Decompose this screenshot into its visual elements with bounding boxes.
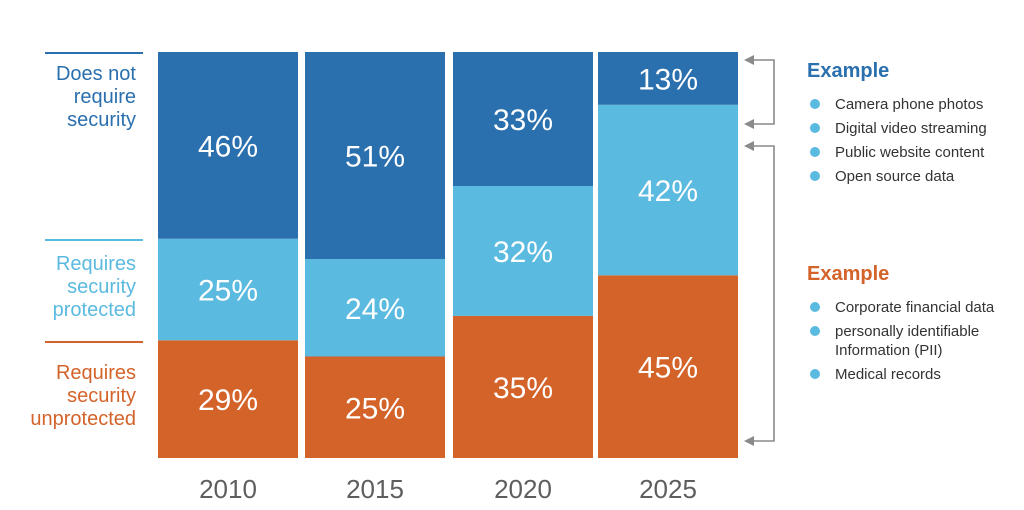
- row-rule-unprotected: [45, 341, 143, 343]
- value-label-2010-0: 29%: [198, 384, 258, 417]
- bullet-dot-icon: [810, 171, 820, 181]
- row-rule-not-required: [45, 52, 143, 54]
- value-label-2025-2: 13%: [638, 63, 698, 96]
- value-label-2020-1: 32%: [493, 236, 553, 269]
- value-label-2025-1: 42%: [638, 175, 698, 208]
- bar-segment-2010-2: [158, 52, 298, 239]
- bullet-dot-icon: [810, 123, 820, 133]
- bar-segment-2010-1: [158, 238, 298, 341]
- value-label-2010-1: 25%: [198, 275, 258, 308]
- value-label-2015-2: 51%: [345, 141, 405, 174]
- bar-segment-2015-0: [305, 356, 445, 458]
- row-label-line: security: [67, 109, 136, 131]
- bar-segment-2015-2: [305, 52, 445, 260]
- value-label-2020-2: 33%: [493, 104, 553, 137]
- example-panel-bottom: Example Corporate financial data persona…: [805, 263, 1020, 389]
- example-item-text: Open source data: [835, 168, 955, 185]
- row-label-line: security: [67, 276, 136, 298]
- bar-segment-2020-1: [453, 185, 593, 316]
- row-label-not-required: Does not require security: [0, 63, 136, 132]
- example-panel-top: Example Camera phone photos Digital vide…: [805, 60, 1020, 191]
- example-item: Medical records: [805, 365, 1020, 384]
- example-item: Public website content: [805, 143, 1020, 162]
- example-title: Example: [807, 263, 890, 285]
- bar-segment-2025-0: [598, 275, 738, 458]
- bracket-top: [752, 59, 775, 125]
- value-label-2015-1: 24%: [345, 293, 405, 326]
- value-label-2020-0: 35%: [493, 372, 553, 405]
- arrow-left-icon: [744, 55, 754, 65]
- bracket-bottom: [752, 145, 775, 442]
- example-item: Digital video streaming: [805, 119, 1020, 138]
- value-labels-layer: 29% 25% 46% 25% 24% 51% 35% 32% 33% 45% 42% 13%: [198, 63, 698, 425]
- example-item: personally identifiable Information (PII…: [805, 322, 1020, 360]
- example-item: Corporate financial data: [805, 298, 1020, 317]
- example-list: Camera phone photos Digital video stream…: [805, 95, 1020, 186]
- bar-segment-2025-2: [598, 52, 738, 105]
- example-item-text: Medical records: [835, 366, 941, 383]
- brackets-layer: [744, 55, 775, 446]
- example-item: Open source data: [805, 167, 1020, 186]
- category-label-2010: 2010: [199, 474, 257, 504]
- row-label-line: protected: [52, 299, 136, 321]
- bar-segment-2015-1: [305, 259, 445, 357]
- value-label-2025-0: 45%: [638, 352, 698, 385]
- bars-layer: [158, 52, 738, 458]
- example-title: Example: [807, 60, 890, 82]
- row-label-line: Requires: [55, 362, 136, 384]
- category-label-2015: 2015: [346, 474, 404, 504]
- row-label-protected: Requires security protected: [0, 253, 136, 322]
- arrow-left-icon: [744, 436, 754, 446]
- bullet-dot-icon: [810, 302, 820, 312]
- value-label-2015-0: 25%: [345, 392, 405, 425]
- example-item-text: Public website content: [835, 144, 985, 161]
- example-item-text: Camera phone photos: [835, 96, 984, 113]
- example-item-text: Corporate financial data: [835, 299, 995, 316]
- bullet-dot-icon: [810, 369, 820, 379]
- row-label-line: security: [67, 385, 136, 407]
- arrow-left-icon: [744, 141, 754, 151]
- row-label-line: require: [73, 86, 136, 108]
- category-labels-layer: 2010 2015 2020 2025: [199, 474, 697, 504]
- row-label-line: Does not: [55, 63, 136, 85]
- bar-segment-2010-0: [158, 340, 298, 458]
- example-item: Camera phone photos: [805, 95, 1020, 114]
- bar-segment-2020-0: [453, 315, 593, 458]
- example-item-text: personally identifiable Information (PII…: [835, 323, 980, 359]
- category-label-2020: 2020: [494, 474, 552, 504]
- row-label-line: Requires: [55, 253, 136, 275]
- example-list: Corporate financial data personally iden…: [805, 298, 1020, 384]
- category-label-2025: 2025: [639, 474, 697, 504]
- row-rule-protected: [45, 239, 143, 241]
- arrow-left-icon: [744, 119, 754, 129]
- value-label-2010-2: 46%: [198, 130, 258, 163]
- bullet-dot-icon: [810, 99, 820, 109]
- example-item-text: Digital video streaming: [835, 120, 987, 137]
- row-label-unprotected: Requires security unprotected: [0, 362, 136, 431]
- bullet-dot-icon: [810, 147, 820, 157]
- row-label-line: unprotected: [30, 408, 136, 430]
- bar-segment-2025-1: [598, 104, 738, 276]
- bullet-dot-icon: [810, 326, 820, 336]
- bar-segment-2020-2: [453, 52, 593, 186]
